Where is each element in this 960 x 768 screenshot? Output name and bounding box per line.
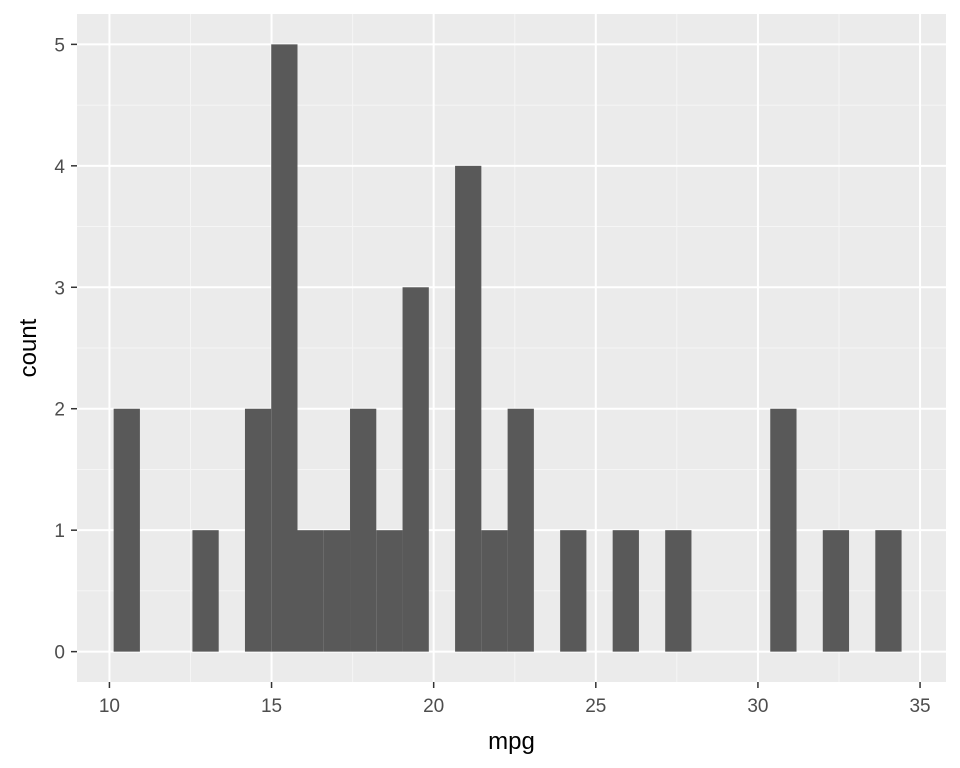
y-tick-label: 1 xyxy=(54,521,65,542)
y-axis-title: count xyxy=(15,318,42,377)
histogram-bar xyxy=(271,44,298,652)
histogram-bar xyxy=(323,530,351,652)
histogram-bar xyxy=(612,530,639,652)
y-tick-label: 4 xyxy=(54,157,65,178)
major-gridlines xyxy=(77,14,946,682)
histogram-bar xyxy=(822,530,850,652)
histogram-bar xyxy=(376,530,403,652)
histogram-bar xyxy=(402,287,429,652)
x-tick-label: 35 xyxy=(909,696,930,717)
histogram-bar xyxy=(297,530,324,652)
x-tick-label: 15 xyxy=(261,696,282,717)
x-tick-label: 10 xyxy=(99,696,120,717)
histogram-bar xyxy=(560,530,587,652)
histogram-bar xyxy=(455,165,482,652)
x-axis-title: mpg xyxy=(488,728,535,755)
histogram-bar xyxy=(665,530,692,652)
histogram-bar xyxy=(350,408,377,652)
y-tick-label: 3 xyxy=(54,278,65,299)
histogram-bar xyxy=(875,530,902,652)
histogram-bar xyxy=(481,530,508,652)
histogram-bar xyxy=(244,408,272,652)
x-tick-label: 25 xyxy=(585,696,606,717)
x-tick-label: 30 xyxy=(747,696,768,717)
x-axis-tick-labels: 10 15 20 25 30 35 xyxy=(99,696,931,717)
histogram-bar xyxy=(113,408,140,652)
y-tick-label: 2 xyxy=(54,400,65,421)
y-tick-label: 0 xyxy=(54,643,65,664)
x-tick-label: 20 xyxy=(423,696,444,717)
histogram-bar xyxy=(192,530,219,652)
y-axis-tick-labels: 0 1 2 3 4 5 xyxy=(54,35,65,663)
axis-ticks xyxy=(71,43,921,688)
histogram-bars xyxy=(113,44,902,652)
histogram-bar xyxy=(507,408,534,652)
y-tick-label: 5 xyxy=(54,35,65,56)
histogram-bar xyxy=(770,408,797,652)
